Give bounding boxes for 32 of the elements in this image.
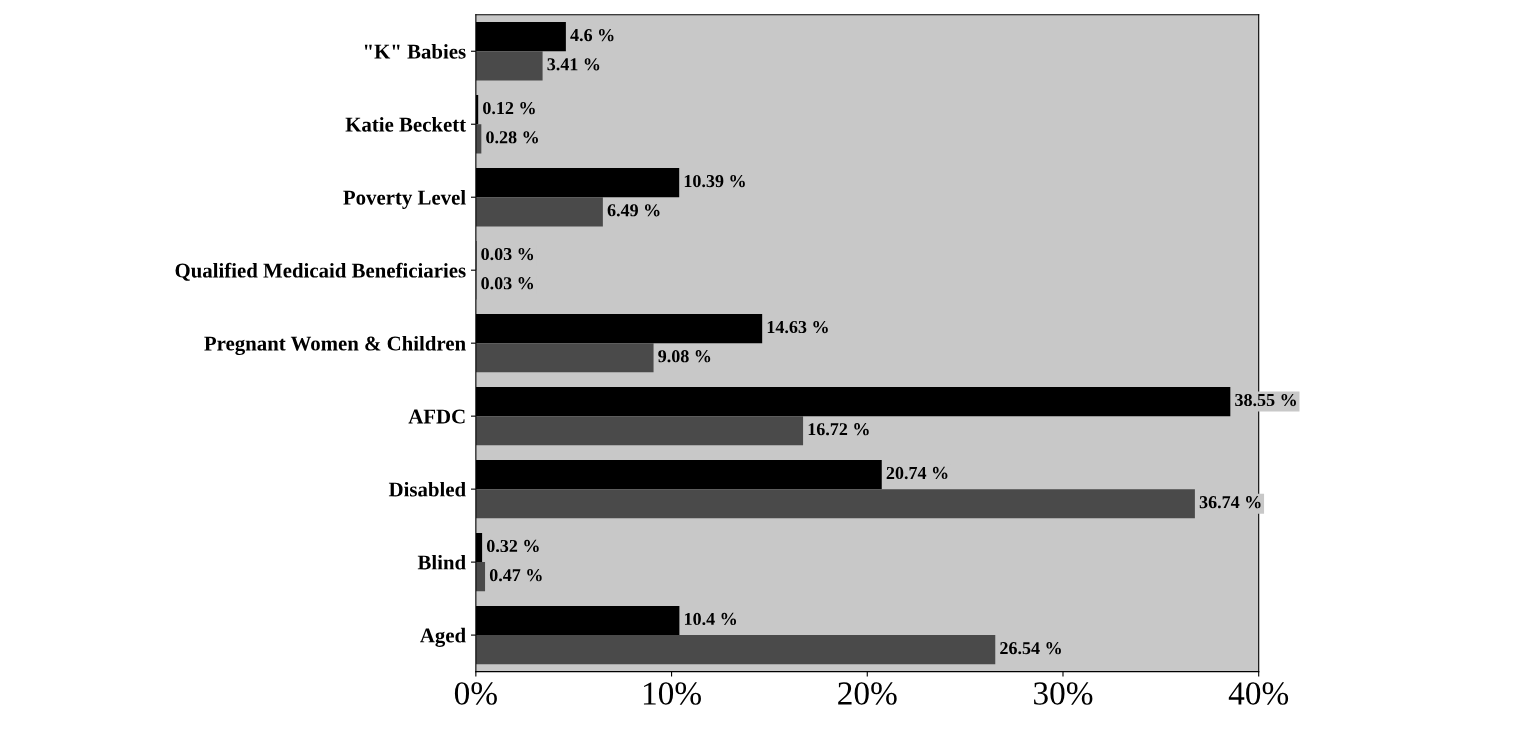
data-label: 0.03 % bbox=[481, 277, 534, 290]
data-label: 0.03 % bbox=[481, 247, 534, 261]
x-tick-label: 40% bbox=[1228, 682, 1289, 705]
x-tick-label: 30% bbox=[1034, 682, 1093, 705]
data-label: 38.55 % bbox=[1235, 393, 1296, 407]
data-label: 0.12 % bbox=[483, 101, 535, 115]
x-tick-label: 10% bbox=[643, 682, 701, 705]
data-label: 0.47 % bbox=[489, 569, 542, 582]
x-tick-label: 0% bbox=[454, 682, 497, 705]
y-tick-label: Aged bbox=[420, 627, 466, 647]
data-label: 4.6 % bbox=[570, 28, 614, 42]
y-tick-label: Poverty Level bbox=[343, 189, 466, 209]
y-tick-label: Pregnant Women & Children bbox=[204, 335, 466, 355]
y-tick-label: Qualified Medicaid Beneficiaries bbox=[175, 262, 466, 281]
data-label: 36.74 % bbox=[1199, 496, 1261, 509]
data-label: 0.28 % bbox=[486, 131, 538, 144]
data-label: 10.39 % bbox=[684, 174, 745, 188]
y-tick-label: Disabled bbox=[388, 481, 466, 497]
x-tick-label: 20% bbox=[838, 682, 897, 705]
data-label: 9.08 % bbox=[658, 350, 711, 363]
data-label: 14.63 % bbox=[767, 320, 828, 334]
data-label: 3.41 % bbox=[547, 58, 600, 71]
y-tick-label: AFDC bbox=[408, 409, 465, 424]
data-label: 0.32 % bbox=[486, 539, 539, 553]
data-label: 16.72 % bbox=[808, 423, 869, 436]
data-label: 10.4 % bbox=[685, 612, 737, 626]
y-tick-label: Katie Beckett bbox=[345, 117, 467, 132]
data-label: 20.74 % bbox=[886, 466, 948, 480]
y-tick-label: Blind bbox=[417, 554, 466, 570]
data-label: 26.54 % bbox=[1000, 642, 1061, 655]
y-tick-label: "K" Babies bbox=[364, 44, 466, 59]
data-label: 6.49 % bbox=[607, 204, 660, 217]
